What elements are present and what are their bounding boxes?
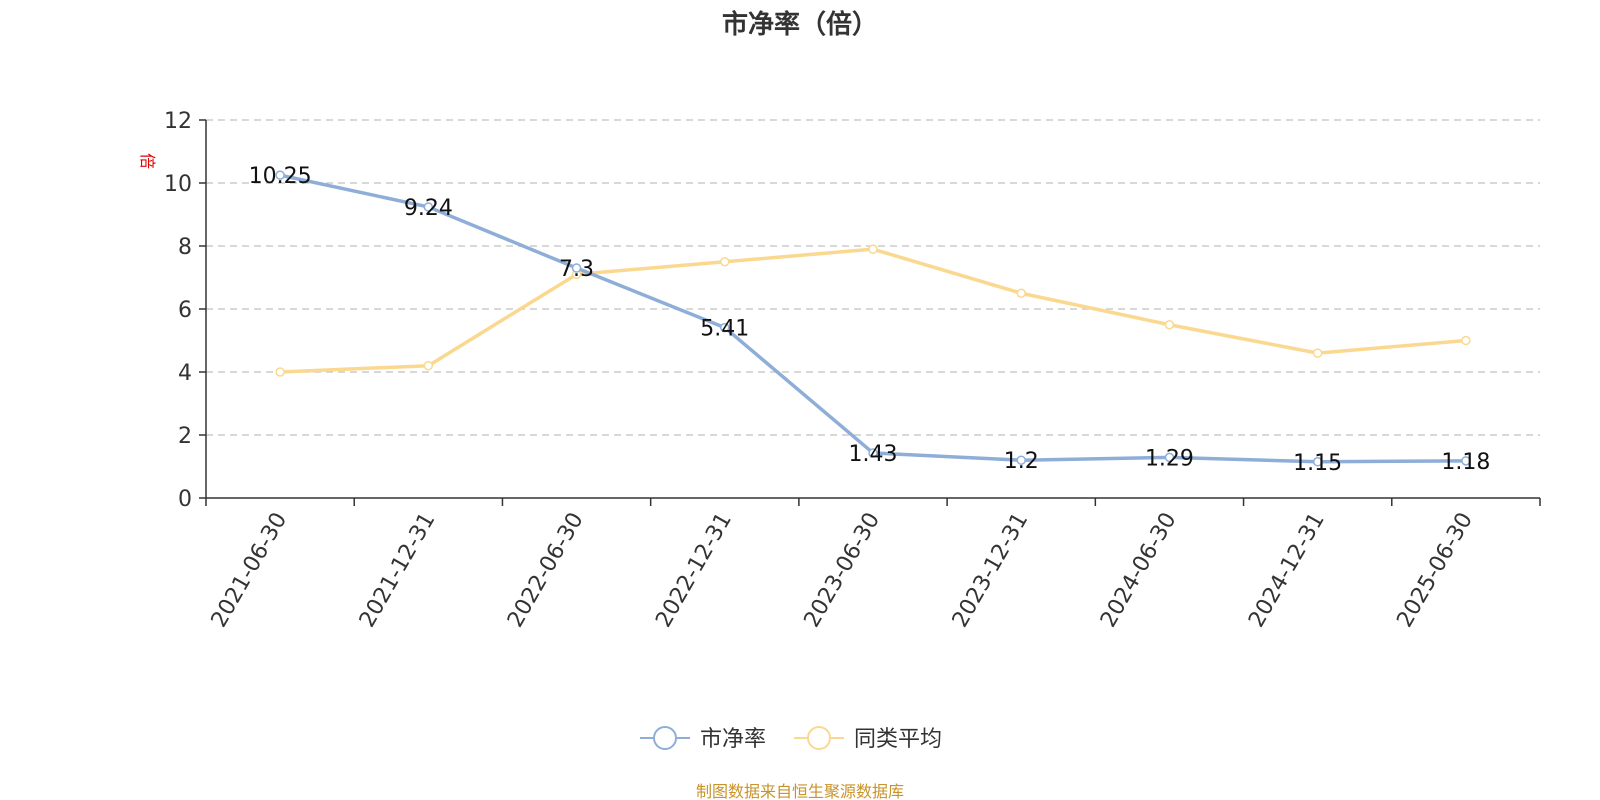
x-tick-label: 2024-06-30	[1096, 509, 1182, 632]
data-label: 1.18	[1441, 450, 1490, 475]
data-point[interactable]	[1016, 455, 1026, 465]
data-point[interactable]	[1016, 288, 1026, 298]
data-label: 1.2	[1004, 449, 1039, 474]
x-tick-label: 2023-06-30	[800, 509, 886, 632]
data-point[interactable]	[1164, 320, 1175, 330]
y-tick-label: 4	[178, 361, 192, 386]
legend[interactable]: 市净率 同类平均	[640, 726, 942, 752]
y-tick-label: 10	[164, 172, 192, 197]
y-tick-label: 2	[178, 424, 192, 449]
data-point[interactable]	[868, 244, 878, 254]
x-tick-label: 2023-12-31	[948, 508, 1034, 631]
data-point[interactable]	[1164, 452, 1175, 463]
y-tick-label: 6	[178, 298, 192, 323]
data-label: 10.25	[249, 164, 312, 189]
series-line	[279, 173, 1466, 464]
x-tick-label: 2022-12-31	[651, 509, 737, 632]
legend-label[interactable]: 市净率	[700, 727, 766, 752]
x-tick-label: 2021-12-31	[355, 509, 441, 632]
source-note: 制图数据来自恒生聚源数据库	[696, 782, 904, 800]
y-axis-unit-label: 倍	[138, 153, 157, 169]
data-point[interactable]	[1312, 348, 1323, 358]
data-labels: 10.25 9.24 7.3 5.41 1.43 1.2 1.29 1.15 1.18	[249, 164, 1491, 476]
data-point[interactable]	[720, 322, 730, 333]
chart-title: 市净率（倍）	[722, 9, 878, 40]
grid-lines	[206, 119, 1540, 436]
data-point[interactable]	[423, 202, 434, 212]
series-line	[280, 247, 1467, 374]
y-tick-label: 0	[178, 487, 192, 512]
data-point[interactable]	[1312, 457, 1323, 467]
y-tick-label: 12	[164, 109, 192, 134]
data-point[interactable]	[571, 263, 582, 273]
data-label: 1.15	[1293, 451, 1342, 476]
data-point[interactable]	[868, 448, 878, 458]
data-point[interactable]	[720, 257, 730, 267]
data-label: 9.24	[404, 196, 453, 221]
data-point[interactable]	[1461, 335, 1471, 346]
axes: 0 2 4 6 8 10 12 2021-06-30 2021-12-31 2022-06-30 2…	[164, 109, 1541, 632]
data-point[interactable]	[1461, 456, 1471, 466]
x-tick-label: 2022-06-30	[503, 509, 589, 632]
x-tick-label: 2024-12-31	[1244, 509, 1330, 632]
data-label: 5.41	[700, 317, 749, 342]
data-label: 1.43	[849, 442, 898, 467]
legend-marker	[807, 726, 831, 750]
x-tick-label: 2025-06-30	[1392, 509, 1478, 632]
data-label: 1.29	[1145, 446, 1194, 471]
series-lines	[275, 170, 1471, 467]
data-label: 7.3	[559, 257, 594, 282]
y-tick-label: 8	[178, 235, 192, 260]
data-point[interactable]	[275, 367, 285, 377]
legend-marker	[653, 726, 677, 750]
data-point[interactable]	[275, 170, 285, 180]
legend-label[interactable]: 同类平均	[854, 727, 942, 752]
x-tick-label: 2021-06-30	[207, 509, 293, 632]
data-point[interactable]	[423, 360, 434, 371]
